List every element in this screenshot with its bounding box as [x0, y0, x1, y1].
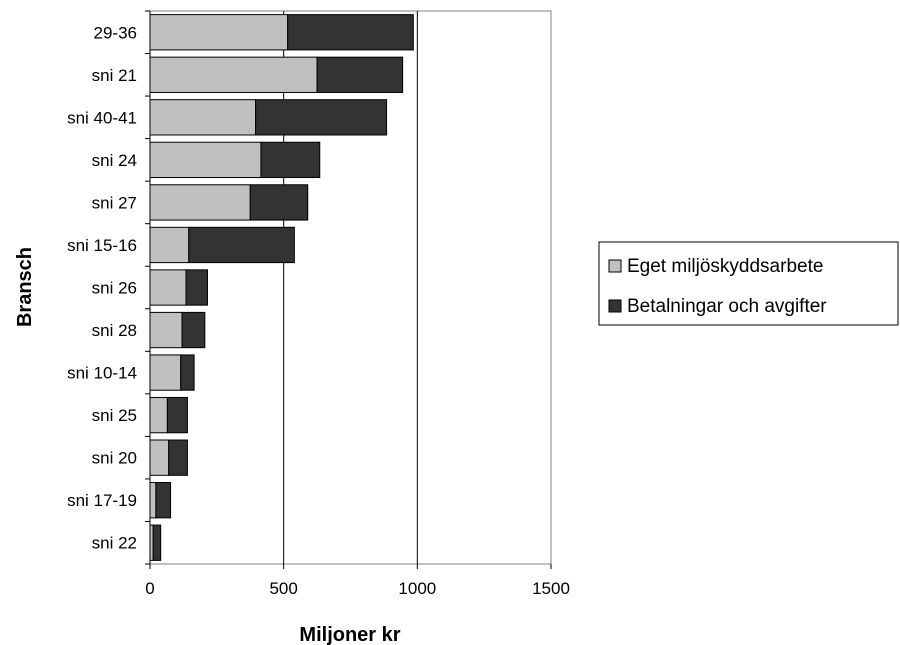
bar-betalningar	[255, 99, 388, 136]
y-axis-title: Bransch	[14, 247, 36, 327]
y-tick-label: sni 22	[92, 534, 137, 553]
bar-eget	[149, 311, 183, 349]
bar-eget	[149, 269, 187, 306]
x-tick-label: 500	[269, 579, 297, 598]
bar-eget	[149, 482, 157, 519]
y-tick-label: sni 27	[92, 193, 137, 212]
y-tick-label: sni 24	[92, 151, 137, 170]
bar-eget	[149, 354, 182, 391]
x-axis-title: Miljoner kr	[299, 624, 400, 645]
bar-betalningar	[180, 354, 195, 391]
y-tick-label: sni 25	[92, 406, 137, 425]
x-axis-ticks: 0 500 1000 1500	[145, 564, 570, 598]
y-tick-label: 29-36	[94, 23, 137, 42]
plot-area	[149, 10, 552, 565]
y-tick-label: sni 40-41	[67, 108, 137, 127]
bar-eget	[149, 141, 262, 179]
legend-label-eget: Eget miljöskyddsarbete	[627, 256, 823, 277]
y-tick-label: sni 20	[92, 449, 137, 468]
bar-eget	[149, 99, 257, 136]
bar-eget	[149, 184, 251, 221]
x-tick-label: 0	[145, 579, 154, 598]
bar-betalningar	[249, 184, 309, 221]
legend-label-betalningar: Betalningar och avgifter	[627, 296, 827, 317]
bar-eget	[149, 396, 168, 434]
y-tick-label: sni 10-14	[67, 364, 137, 383]
bar-betalningar	[181, 311, 206, 349]
bar-betalningar	[260, 141, 321, 179]
y-tick-label: sni 15-16	[67, 236, 137, 255]
x-tick-label: 1500	[532, 579, 570, 598]
bar-betalningar	[155, 482, 172, 519]
legend-swatch-eget	[608, 259, 622, 273]
y-axis-ticks: 29-36 sni 21 sni 40-41 sni 24 sni 27 sni 15-1…	[67, 10, 150, 565]
bar-eget	[149, 439, 170, 476]
y-tick-label: sni 28	[92, 321, 137, 340]
x-tick-label: 1000	[398, 579, 436, 598]
bar-betalningar	[185, 269, 208, 306]
legend-swatch-betalningar	[608, 299, 622, 313]
bar-betalningar	[287, 14, 414, 51]
bar-betalningar	[168, 439, 188, 476]
legend: Eget miljöskyddsarbete Betalningar och a…	[598, 241, 899, 326]
bar-betalningar	[166, 396, 188, 434]
legend-box	[598, 241, 899, 326]
bar-eget	[149, 14, 289, 51]
y-tick-label: sni 17-19	[67, 491, 137, 510]
y-tick-label: sni 26	[92, 279, 137, 298]
bar-betalningar	[316, 56, 404, 93]
bar-betalningar	[152, 524, 162, 561]
bars	[149, 14, 414, 561]
bar-eget	[149, 56, 318, 93]
bar-betalningar	[188, 226, 295, 264]
bar-eget	[149, 226, 190, 264]
y-tick-label: sni 21	[92, 66, 137, 85]
